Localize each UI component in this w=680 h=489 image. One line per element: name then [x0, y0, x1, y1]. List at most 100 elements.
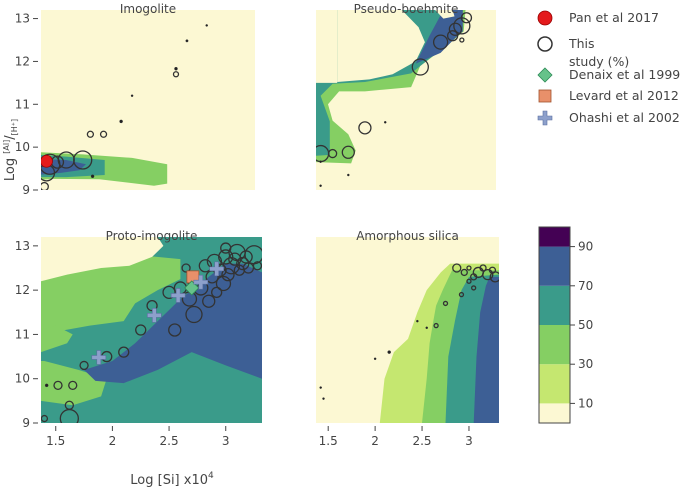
this-study-point [466, 278, 472, 284]
this-study-point [460, 12, 473, 24]
y-tick-label: 10 [15, 372, 30, 386]
this-study-point [53, 380, 63, 391]
x-tick-label: 2.5 [412, 434, 431, 448]
this-study-point [218, 249, 234, 265]
contour-region-30 [41, 254, 181, 335]
this-study-point [448, 22, 463, 36]
this-study-point [442, 300, 449, 307]
this-study-point [319, 386, 322, 389]
x-tick-label: 2 [109, 434, 117, 448]
ohashi-2002-point [91, 350, 107, 365]
panel-title: Pseudo-boehmite [354, 2, 459, 16]
this-study-point [383, 121, 387, 124]
marker-layer [316, 12, 473, 187]
this-study-point [172, 71, 180, 78]
this-study-point [44, 383, 49, 388]
legend-marker-levard [538, 89, 552, 103]
this-study-point [68, 380, 78, 391]
this-study-point [119, 119, 123, 124]
this-study-point [221, 267, 235, 282]
this-study-point [185, 39, 189, 43]
this-study-point [432, 34, 449, 50]
this-study-point [211, 286, 223, 299]
this-study-point [41, 414, 49, 423]
panels: Imogolite 9 10 11 12 13 Pseudo-boehmite Proto-i… [15, 2, 499, 448]
this-study-point [86, 130, 95, 138]
this-study-point [41, 181, 49, 190]
colorbar-tick-label: 70 [578, 279, 593, 293]
this-study-point [168, 323, 182, 337]
this-study-point [458, 291, 465, 298]
colorbar-tick-label: 30 [578, 357, 593, 371]
y-tick-label: 12 [15, 54, 30, 68]
this-study-point [181, 263, 191, 273]
this-study-point [252, 261, 262, 271]
legend-label: Ohashi et al 2002 [569, 110, 680, 125]
this-study-point [73, 150, 93, 170]
panel-pseudo-boehmite: Pseudo-boehmite [316, 2, 496, 190]
y-tick-label: 10 [15, 140, 30, 154]
this-study-point [162, 285, 176, 300]
this-study-point [202, 294, 216, 308]
this-study-point [90, 174, 95, 179]
this-study-point [198, 259, 212, 273]
colorbar-tick-label: 50 [578, 318, 593, 332]
legend: Pan et al 2017 This study (%)Denaix et al … [537, 10, 680, 126]
contour-region-30 [41, 361, 107, 406]
x-tick-label: 2.5 [160, 434, 179, 448]
this-study-point [416, 319, 419, 323]
this-study-point [319, 184, 322, 187]
this-study-point [220, 242, 232, 254]
this-study-point [319, 160, 322, 163]
legend-label: Pan et al 2017 [569, 10, 659, 25]
this-study-point [411, 58, 429, 76]
this-study-point [347, 173, 350, 177]
this-study-point [479, 264, 487, 272]
ohashi-2002-point [209, 261, 224, 277]
ohashi-2002-point [170, 288, 186, 303]
this-study-point [185, 305, 203, 324]
marker-layer [319, 263, 499, 400]
y-tick-label: 9 [22, 183, 30, 197]
y-tick-label: 12 [15, 283, 30, 297]
pan-2017-point [41, 154, 53, 168]
this-study-point [459, 37, 465, 43]
ohashi-2002-point [193, 274, 209, 290]
this-study-point [482, 268, 494, 281]
axis-labels: Log [Si] x104 Log [Al]/[H⁺] [2, 119, 214, 488]
panel-imogolite: Imogolite 9 10 11 12 13 [15, 2, 255, 197]
this-study-point [433, 322, 439, 329]
this-study-point [471, 285, 477, 291]
this-study-point [387, 350, 391, 354]
this-study-point [489, 271, 499, 283]
this-study-point [215, 275, 232, 292]
marker-layer [41, 24, 208, 190]
x-tick-label: 3 [222, 434, 230, 448]
marker-layer [41, 242, 262, 423]
contour-region-10 [337, 10, 425, 82]
this-study-point [358, 121, 372, 135]
y-tick-label: 13 [15, 239, 30, 253]
y-tick-label: 9 [22, 416, 30, 430]
y-axis-label: Log [Al]/[H⁺] [2, 119, 19, 181]
ohashi-2002-point [147, 308, 162, 323]
panel-proto-imogolite: Proto-imogolite 9 10 11 12 13 1.5 2 2.5 3 [15, 229, 262, 448]
contour-layer [41, 237, 262, 423]
x-axis-label: Log [Si] x104 [130, 471, 214, 488]
contour-region-10 [435, 10, 455, 19]
x-tick-label: 1.5 [46, 434, 65, 448]
colorbar: 10 30 50 70 90 [538, 226, 593, 424]
panel-title: Imogolite [120, 2, 176, 16]
contour-layer [316, 263, 499, 423]
colorbar-band-50 [539, 285, 570, 325]
this-study-point [205, 24, 208, 27]
legend-label: study (%) [569, 54, 629, 69]
panel-title: Proto-imogolite [106, 229, 198, 243]
this-study-point [99, 130, 108, 138]
y-tick-label: 13 [15, 12, 30, 26]
this-study-point [466, 265, 472, 271]
legend-marker-denaix [537, 67, 553, 83]
colorbar-band-0 [539, 403, 570, 423]
legend-marker-pan [537, 10, 553, 26]
legend-marker-ohashi [537, 110, 553, 126]
